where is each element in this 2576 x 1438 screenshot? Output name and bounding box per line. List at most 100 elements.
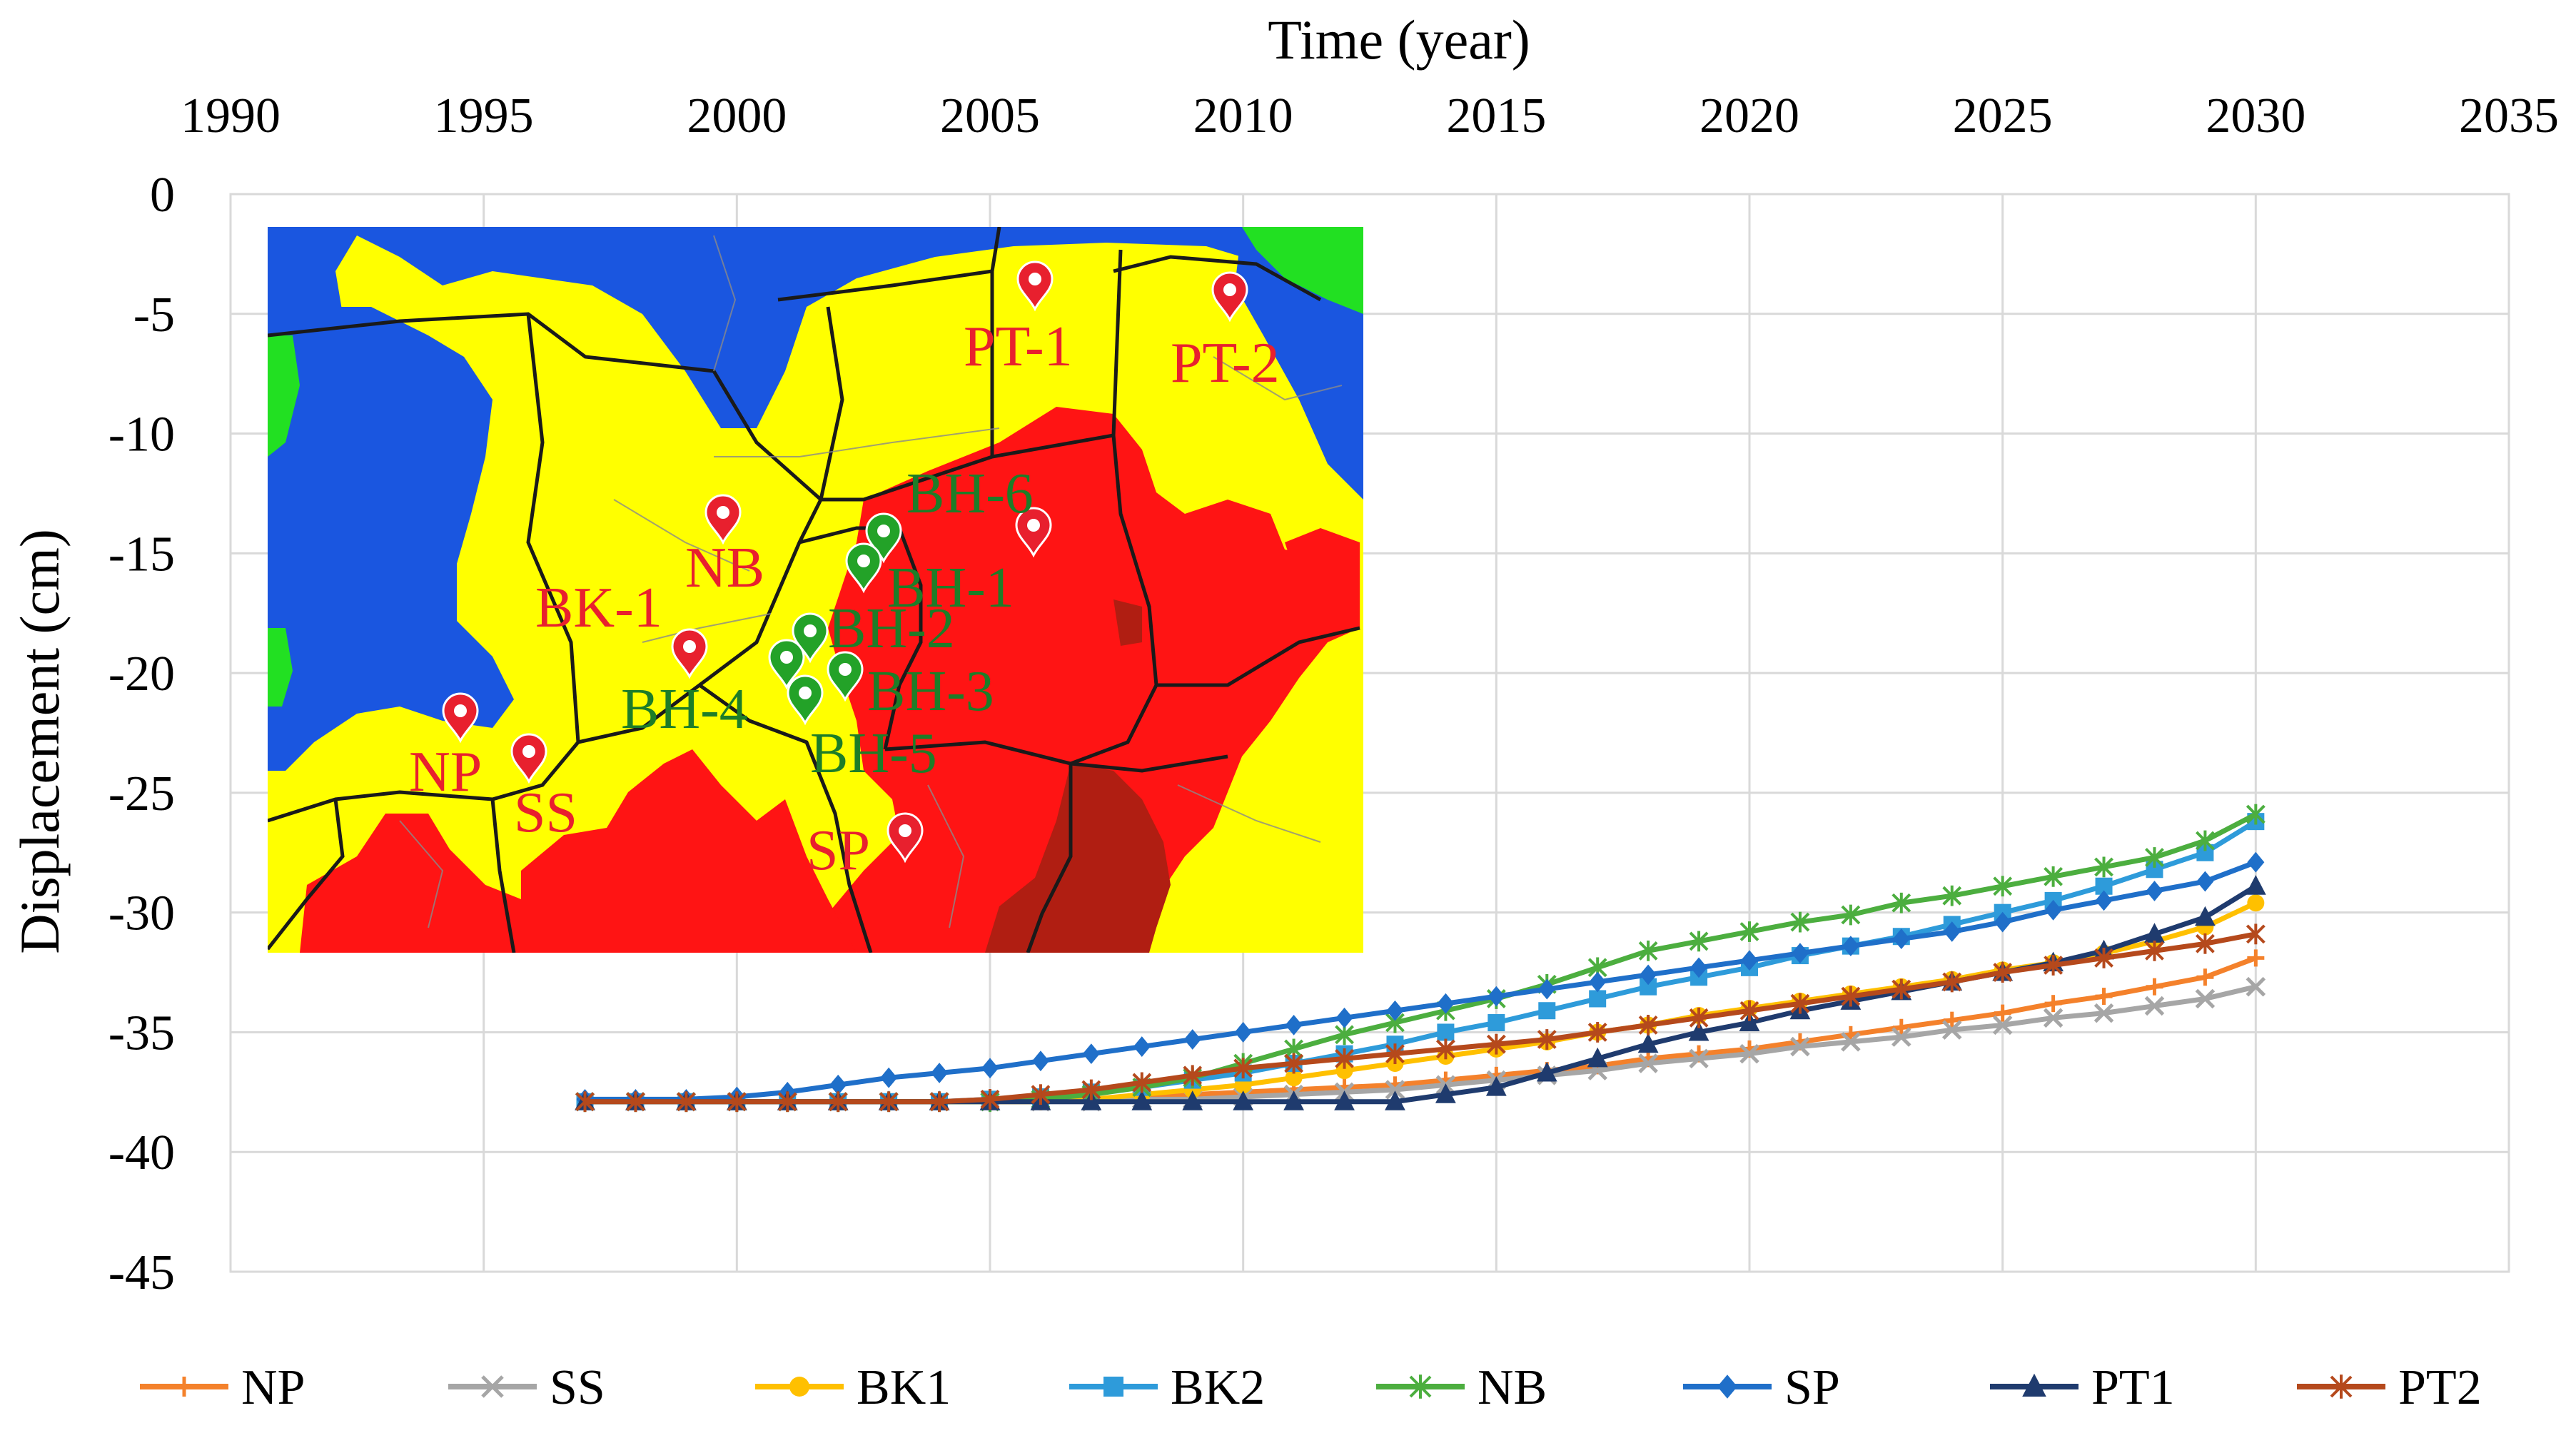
point-SP-2030 — [2247, 851, 2265, 873]
y-axis-title: Displacement (cm) — [9, 529, 71, 954]
point-SS-2021 — [1790, 1036, 1810, 1057]
point-NP-2030 — [2247, 949, 2265, 967]
legend-label-SP: SP — [1784, 1360, 1840, 1415]
point-PT2-1999 — [676, 1091, 696, 1113]
legend-marker-PT2 — [2330, 1374, 2353, 1399]
y-tick-label--10: -10 — [108, 407, 175, 462]
point-PT1-2008 — [1131, 1090, 1153, 1110]
point-PT2-2001 — [777, 1091, 797, 1113]
point-NP-2027 — [2095, 988, 2113, 1006]
map-pin-icon — [865, 512, 902, 564]
x-tick-label-2025: 2025 — [1953, 88, 2053, 143]
map-labels: PT-1 PT-2 BH-6 NB BH-1 BK-1 BH-2 BH-4 BH-3BH-5 NP… — [409, 315, 1280, 882]
x-axis-ticks: 1990 1995 2000 2005 2010 2015 2020 2025 2030 2035 — [181, 88, 2559, 143]
map-zone-darkred — [985, 764, 1171, 953]
point-PT2-2023 — [1891, 978, 1911, 1000]
point-PT1-2011 — [1283, 1090, 1304, 1110]
point-SP-2020 — [1741, 950, 1758, 971]
point-PT2-2002 — [828, 1091, 848, 1113]
point-SS-2030 — [2246, 976, 2266, 997]
y-tick-label--35: -35 — [108, 1006, 175, 1060]
point-SS-2023 — [1891, 1027, 1911, 1047]
point-PT1-2013 — [1385, 1090, 1405, 1110]
point-NB-2021 — [1790, 911, 1810, 933]
point-SP-2002 — [829, 1074, 847, 1095]
map-zone-red-south — [521, 749, 857, 953]
legend-item-BK2: BK2 — [1069, 1360, 1265, 1415]
point-NB-2025 — [1993, 876, 2013, 897]
x-tick-label-1990: 1990 — [181, 88, 281, 143]
map-zone-green-ne — [1242, 227, 1363, 314]
point-PT1-2016 — [1536, 1061, 1557, 1082]
point-PT2-2025 — [1993, 962, 2013, 983]
map-label-BK-1: BK-1 — [535, 577, 662, 639]
point-NB-2018 — [1638, 940, 1658, 961]
legend-marker-SP — [1717, 1374, 1737, 1399]
point-BK2-2014 — [1437, 1023, 1455, 1041]
x-tick-label-1995: 1995 — [434, 88, 534, 143]
y-tick-label--45: -45 — [108, 1245, 175, 1300]
point-BK1-2011 — [1285, 1069, 1303, 1087]
point-NP-2023 — [1892, 1018, 1910, 1036]
point-SP-2011 — [1285, 1014, 1303, 1036]
point-SP-2005 — [981, 1058, 999, 1079]
point-PT1-2007 — [1081, 1090, 1102, 1110]
x-tick-label-2035: 2035 — [2459, 88, 2559, 143]
point-BK1-2012 — [1335, 1062, 1353, 1080]
point-PT2-2029 — [2195, 933, 2215, 954]
point-PT1-2014 — [1435, 1083, 1456, 1103]
point-PT2-2006 — [1031, 1084, 1051, 1105]
point-NP-2028 — [2146, 978, 2163, 996]
point-PT2-1997 — [575, 1091, 595, 1113]
point-NB-2020 — [1739, 921, 1759, 942]
point-PT2-2012 — [1335, 1048, 1354, 1069]
point-PT2-2022 — [1841, 986, 1861, 1007]
x-tick-label-2030: 2030 — [2206, 88, 2305, 143]
series-PT2 — [575, 923, 2266, 1113]
point-PT2-2010 — [1233, 1058, 1253, 1079]
point-PT2-2030 — [2246, 923, 2266, 945]
map-pin-icon — [442, 692, 479, 744]
y-tick-label--20: -20 — [108, 647, 175, 702]
point-NB-2024 — [1942, 885, 1962, 906]
point-SS-2013 — [1385, 1080, 1405, 1100]
map-pin-icon — [671, 628, 708, 679]
y-tick-label--15: -15 — [108, 527, 175, 582]
point-SP-2006 — [1031, 1050, 1049, 1072]
point-PT1-2010 — [1233, 1090, 1254, 1110]
legend-marker-NP — [174, 1377, 194, 1397]
map-label-PT-2: PT-2 — [1171, 332, 1280, 395]
map-zone-red-east — [828, 407, 1360, 953]
point-NP-2025 — [1994, 1004, 2011, 1022]
point-PT2-2026 — [2044, 955, 2064, 976]
point-SP-2017 — [1589, 971, 1607, 993]
point-NB-2028 — [2145, 847, 2164, 868]
map-label-NB: NB — [685, 537, 764, 599]
point-SP-2012 — [1335, 1007, 1353, 1028]
map-zone-green-west-2 — [268, 628, 293, 707]
point-PT2-2003 — [879, 1091, 899, 1113]
legend-label-NB: NB — [1478, 1360, 1547, 1415]
point-PT2-2019 — [1689, 1007, 1709, 1028]
plot-area-frame — [229, 193, 2510, 1273]
point-SP-2004 — [931, 1063, 949, 1083]
x-tick-label-2020: 2020 — [1699, 88, 1799, 143]
point-SP-2015 — [1487, 986, 1505, 1007]
point-SP-2027 — [2095, 890, 2113, 911]
point-SP-2022 — [1842, 936, 1859, 957]
point-BK2-2015 — [1487, 1014, 1505, 1032]
map-zone-darkred-2 — [1113, 599, 1142, 646]
legend-item-PT2: PT2 — [2297, 1360, 2482, 1415]
map-pin-icon — [887, 812, 924, 864]
point-SP-2003 — [880, 1067, 898, 1088]
point-SP-2008 — [1133, 1036, 1151, 1057]
map-label-PT-1: PT-1 — [964, 315, 1073, 378]
legend-item-NB: NB — [1376, 1360, 1547, 1415]
point-PT2-2014 — [1435, 1038, 1455, 1060]
map-label-BH-1: BH-1 — [887, 557, 1014, 619]
point-PT1-2009 — [1182, 1090, 1203, 1110]
map-pin-icon — [768, 639, 805, 690]
point-SP-2025 — [1994, 911, 2011, 933]
map-pin-icon — [704, 494, 742, 545]
